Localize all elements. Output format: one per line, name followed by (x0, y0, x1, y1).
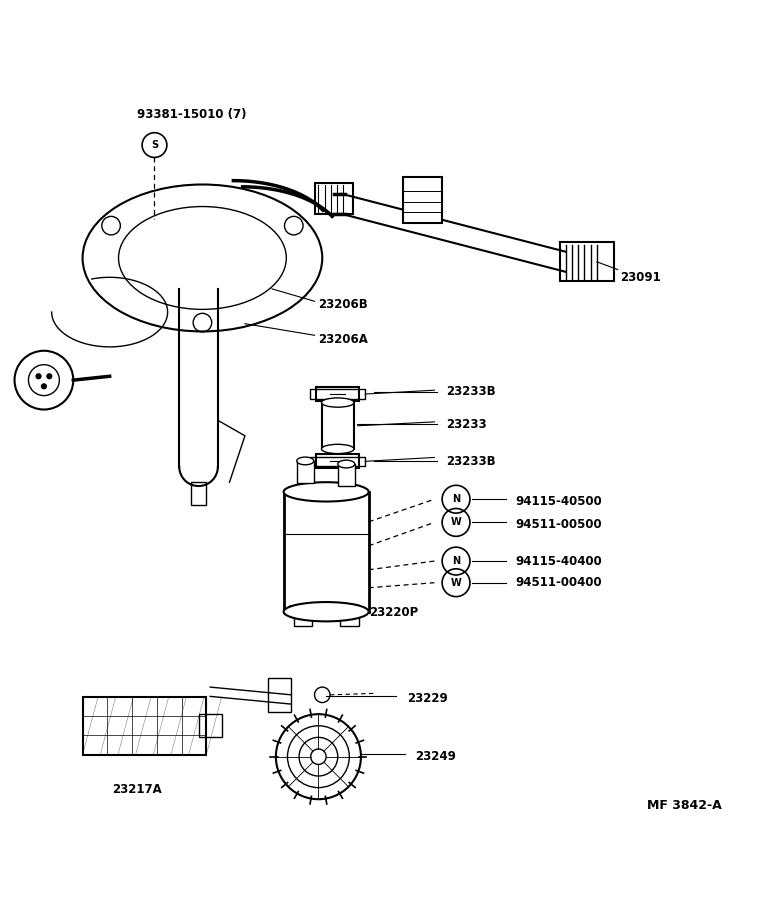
Text: 93381-15010 (7): 93381-15010 (7) (137, 108, 246, 121)
Text: W: W (451, 577, 462, 588)
Text: 23249: 23249 (415, 750, 456, 763)
Bar (310, 389, 365, 398)
Text: 94115-40400: 94115-40400 (515, 554, 602, 567)
Text: 23229: 23229 (407, 692, 448, 705)
Text: N: N (452, 556, 460, 566)
Circle shape (47, 374, 53, 379)
Bar (321, 403, 354, 449)
Bar (314, 183, 353, 214)
Text: 23220P: 23220P (369, 606, 418, 619)
Bar (191, 482, 206, 506)
Text: N: N (452, 494, 460, 504)
Bar (310, 456, 365, 466)
Text: 23206B: 23206B (318, 297, 368, 311)
Ellipse shape (321, 444, 354, 453)
Text: 94511-00500: 94511-00500 (515, 519, 602, 532)
Ellipse shape (283, 602, 369, 621)
Bar (559, 242, 614, 281)
Text: MF 3842-A: MF 3842-A (647, 799, 722, 812)
Text: 23091: 23091 (620, 271, 660, 284)
Ellipse shape (321, 397, 354, 408)
Bar (296, 461, 314, 483)
Text: 23233B: 23233B (446, 454, 496, 468)
Bar (293, 611, 312, 626)
Text: W: W (451, 518, 462, 528)
Bar (199, 714, 222, 737)
Bar (338, 464, 355, 486)
Circle shape (36, 374, 42, 379)
Circle shape (41, 383, 47, 389)
Text: S: S (151, 140, 158, 150)
Ellipse shape (283, 482, 369, 501)
Bar (82, 697, 206, 755)
Text: 94511-00400: 94511-00400 (515, 577, 602, 589)
Text: 23233: 23233 (446, 418, 487, 431)
Bar (268, 677, 291, 711)
Ellipse shape (338, 460, 355, 468)
Bar (340, 611, 359, 626)
Text: 23233B: 23233B (446, 386, 496, 398)
Text: 23217A: 23217A (112, 783, 161, 796)
Bar (283, 492, 369, 611)
Text: 23206A: 23206A (318, 332, 369, 346)
Bar (404, 177, 442, 223)
Ellipse shape (296, 457, 314, 465)
Bar (317, 454, 359, 468)
Text: 94115-40500: 94115-40500 (515, 495, 602, 508)
Bar (317, 387, 359, 401)
